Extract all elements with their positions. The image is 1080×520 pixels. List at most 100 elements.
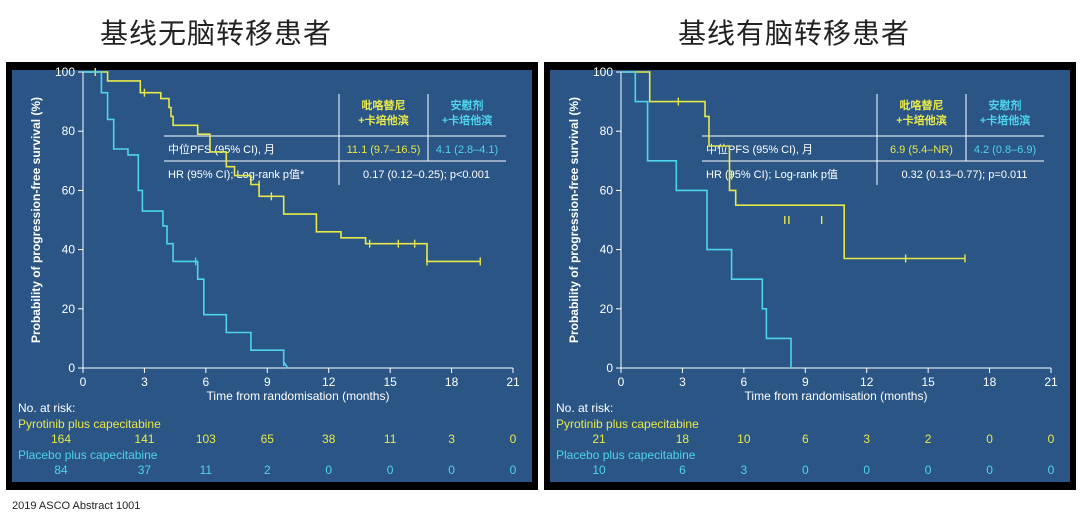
x-axis-label: Time from randomisation (months) (207, 389, 390, 403)
risk-count: 0 (510, 463, 517, 477)
risk-table-header: No. at risk: (18, 401, 75, 415)
risk-count: 37 (138, 463, 152, 477)
y-tick-label: 20 (600, 302, 614, 316)
x-tick-label: 0 (80, 375, 87, 389)
risk-count: 0 (510, 432, 517, 446)
y-tick-label: 80 (62, 124, 76, 138)
risk-count: 38 (322, 432, 336, 446)
x-tick-label: 15 (921, 375, 935, 389)
risk-count: 103 (196, 432, 216, 446)
risk-count: 10 (592, 463, 606, 477)
x-tick-label: 3 (141, 375, 148, 389)
table-value-hr: 0.32 (0.13–0.77); p=0.011 (901, 169, 1027, 181)
y-tick-label: 20 (62, 302, 76, 316)
header-line: 安慰剂 (989, 98, 1022, 112)
x-tick-label: 18 (983, 375, 997, 389)
table-value-placebo-pfs: 4.1 (2.8–4.1) (436, 144, 498, 156)
series-line-placebo (621, 71, 792, 368)
chart-background (550, 70, 1070, 482)
table-row-median-pfs-label: 中位PFS (95% CI), 月 (706, 142, 813, 156)
risk-count: 0 (802, 463, 809, 477)
risk-count: 0 (863, 463, 870, 477)
table-row-hr-label: HR (95% CI); Log-rank p值* (168, 168, 305, 181)
series-line-pyrotinib (621, 71, 965, 260)
y-axis-label: Probability of progression-free survival… (567, 97, 581, 343)
x-tick-label: 6 (203, 375, 210, 389)
y-tick-label: 0 (606, 361, 613, 375)
y-axis-label: Probability of progression-free survival… (29, 97, 43, 343)
risk-count: 18 (676, 432, 690, 446)
table-row-hr-label: HR (95% CI); Log-rank p值 (706, 168, 838, 181)
header-line: 安慰剂 (451, 98, 484, 112)
table-header-placebo: 安慰剂+卡培他滨 (442, 98, 492, 127)
risk-count: 0 (986, 432, 993, 446)
table-value-pyrotinib-pfs: 11.1 (9.7–16.5) (347, 144, 421, 156)
risk-count: 65 (261, 432, 275, 446)
risk-count: 3 (448, 432, 455, 446)
header-line: +卡培他滨 (358, 113, 408, 127)
risk-row-label: Pyrotinib plus capecitabine (18, 417, 161, 431)
x-tick-label: 12 (860, 375, 874, 389)
series-line-pyrotinib (83, 71, 481, 263)
y-tick-label: 100 (55, 65, 75, 79)
x-axis-label: Time from randomisation (months) (745, 389, 928, 403)
x-tick-label: 0 (618, 375, 625, 389)
x-tick-label: 21 (506, 375, 520, 389)
y-tick-label: 0 (68, 361, 75, 375)
risk-count: 84 (54, 463, 68, 477)
chart-background (12, 70, 532, 482)
risk-table-header: No. at risk: (556, 401, 613, 415)
x-tick-label: 21 (1044, 375, 1058, 389)
risk-count: 11 (200, 463, 213, 477)
header-line: 吡咯替尼 (900, 98, 944, 112)
table-value-pyrotinib-pfs: 6.9 (5.4–NR) (890, 144, 953, 156)
x-tick-label: 18 (445, 375, 459, 389)
risk-count: 6 (679, 463, 686, 477)
risk-row-label: Placebo plus capecitabine (556, 448, 696, 462)
table-header-pyrotinib: 吡咯替尼+卡培他滨 (358, 98, 408, 127)
y-tick-label: 40 (62, 243, 76, 257)
risk-count: 0 (925, 463, 932, 477)
table-value-placebo-pfs: 4.2 (0.8–6.9) (974, 144, 1036, 156)
chart-panel-no-brain-metastases: 0 20 40 60 80 100 0 3 6 9 12 15 18 21 Time from random… (6, 62, 538, 490)
risk-count: 3 (863, 432, 870, 446)
chart-panel-brain-metastases: 0 20 40 60 80 100 0 3 6 9 12 15 18 21 Time from random… (544, 62, 1076, 490)
risk-count: 0 (448, 463, 455, 477)
risk-count: 2 (925, 432, 932, 446)
risk-count: 0 (325, 463, 332, 477)
table-value-hr: 0.17 (0.12–0.25); p<0.001 (363, 169, 490, 181)
x-tick-label: 12 (322, 375, 336, 389)
risk-count: 0 (1048, 463, 1055, 477)
risk-count: 6 (802, 432, 809, 446)
risk-row-label: Pyrotinib plus capecitabine (556, 417, 699, 431)
risk-count: 141 (134, 432, 154, 446)
left-chart-title: 基线无脑转移患者 (100, 17, 333, 50)
y-tick-label: 60 (600, 183, 614, 197)
header-line: +卡培他滨 (896, 113, 946, 127)
x-tick-label: 3 (679, 375, 686, 389)
table-header-placebo: 安慰剂+卡培他滨 (980, 98, 1030, 127)
risk-row-label: Placebo plus capecitabine (18, 448, 158, 462)
risk-count: 0 (387, 463, 394, 477)
header-line: +卡培他滨 (980, 113, 1030, 127)
table-header-pyrotinib: 吡咯替尼+卡培他滨 (896, 98, 946, 127)
risk-count: 11 (384, 432, 397, 446)
risk-count: 2 (264, 463, 271, 477)
y-tick-label: 80 (600, 124, 614, 138)
footer-source: 2019 ASCO Abstract 1001 (12, 500, 141, 512)
risk-count: 3 (741, 463, 748, 477)
x-tick-label: 15 (383, 375, 397, 389)
risk-count: 0 (1048, 432, 1055, 446)
risk-count: 164 (51, 432, 71, 446)
x-tick-label: 6 (741, 375, 748, 389)
risk-count: 10 (737, 432, 751, 446)
y-tick-label: 100 (593, 65, 613, 79)
table-row-median-pfs-label: 中位PFS (95% CI), 月 (168, 142, 275, 156)
y-tick-label: 40 (600, 243, 614, 257)
risk-count: 0 (986, 463, 993, 477)
x-tick-label: 9 (802, 375, 809, 389)
